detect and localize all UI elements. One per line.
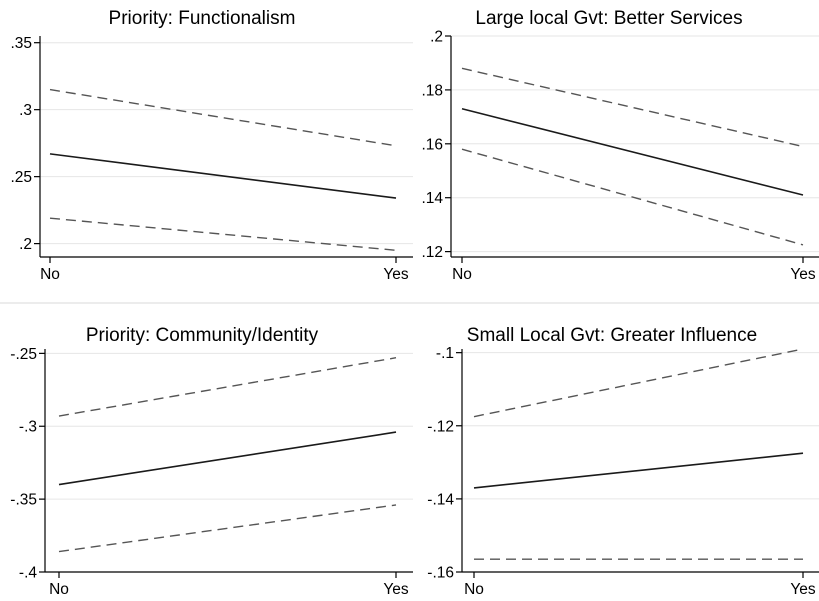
y-tick-label: -.25 xyxy=(10,346,37,363)
y-tick-label: .18 xyxy=(421,82,443,99)
y-tick-label: -.3 xyxy=(19,419,37,436)
series-line-upper-ci xyxy=(49,88,397,147)
x-tick-label: No xyxy=(40,266,60,283)
y-tick-label: .35 xyxy=(10,35,32,52)
x-tick-label: No xyxy=(452,266,472,283)
panel-3: -.4 -.35 -.3 -.25 No Yes Priority: Community/I… xyxy=(10,325,413,598)
chart-title: Large local Gvt: Better Services xyxy=(475,8,742,29)
series-line-estimate xyxy=(58,431,397,486)
y-tick-label: .2 xyxy=(19,236,32,253)
series-line-estimate xyxy=(473,452,804,489)
series-line-lower-ci xyxy=(461,148,804,246)
x-tick-label: Yes xyxy=(383,266,409,283)
y-tick-label: -.14 xyxy=(427,491,454,508)
chart-title: Priority: Community/Identity xyxy=(86,325,319,346)
series-line-upper-ci xyxy=(58,357,397,417)
x-tick-label: Yes xyxy=(790,581,816,598)
panel-4: -.16 -.14 -.12 -.1 No Yes Small Local Gvt: Gre… xyxy=(427,325,819,598)
series-line-estimate xyxy=(49,153,397,199)
y-tick-label: .14 xyxy=(421,190,443,207)
chart-title: Small Local Gvt: Greater Influence xyxy=(467,325,757,346)
y-tick-label: .2 xyxy=(430,29,443,46)
series-line-upper-ci xyxy=(473,348,804,418)
y-tick-label: -.12 xyxy=(427,418,454,435)
series-line-lower-ci xyxy=(58,504,397,553)
y-tick-label: -.4 xyxy=(19,565,37,582)
panel-2: .12 .14 .16 .18 .2 No Yes Large local Gvt: Bett… xyxy=(421,8,819,283)
panel-1: .2 .25 .3 .35 No Yes Priority: Functionalism xyxy=(10,8,413,283)
y-tick-label: .3 xyxy=(19,102,32,119)
y-tick-label: -.1 xyxy=(436,345,454,362)
x-tick-label: Yes xyxy=(790,266,816,283)
series-line-estimate xyxy=(461,107,804,196)
y-tick-label: -.16 xyxy=(427,565,454,582)
series-line-lower-ci xyxy=(49,217,397,252)
chart-title: Priority: Functionalism xyxy=(109,8,296,29)
y-tick-label: .25 xyxy=(10,169,32,186)
x-tick-label: No xyxy=(49,581,69,598)
x-tick-label: Yes xyxy=(383,581,409,598)
y-tick-label: .12 xyxy=(421,244,443,261)
y-tick-label: .16 xyxy=(421,136,443,153)
series-line-upper-ci xyxy=(461,67,804,148)
x-tick-label: No xyxy=(464,581,484,598)
y-tick-label: -.35 xyxy=(10,492,37,509)
